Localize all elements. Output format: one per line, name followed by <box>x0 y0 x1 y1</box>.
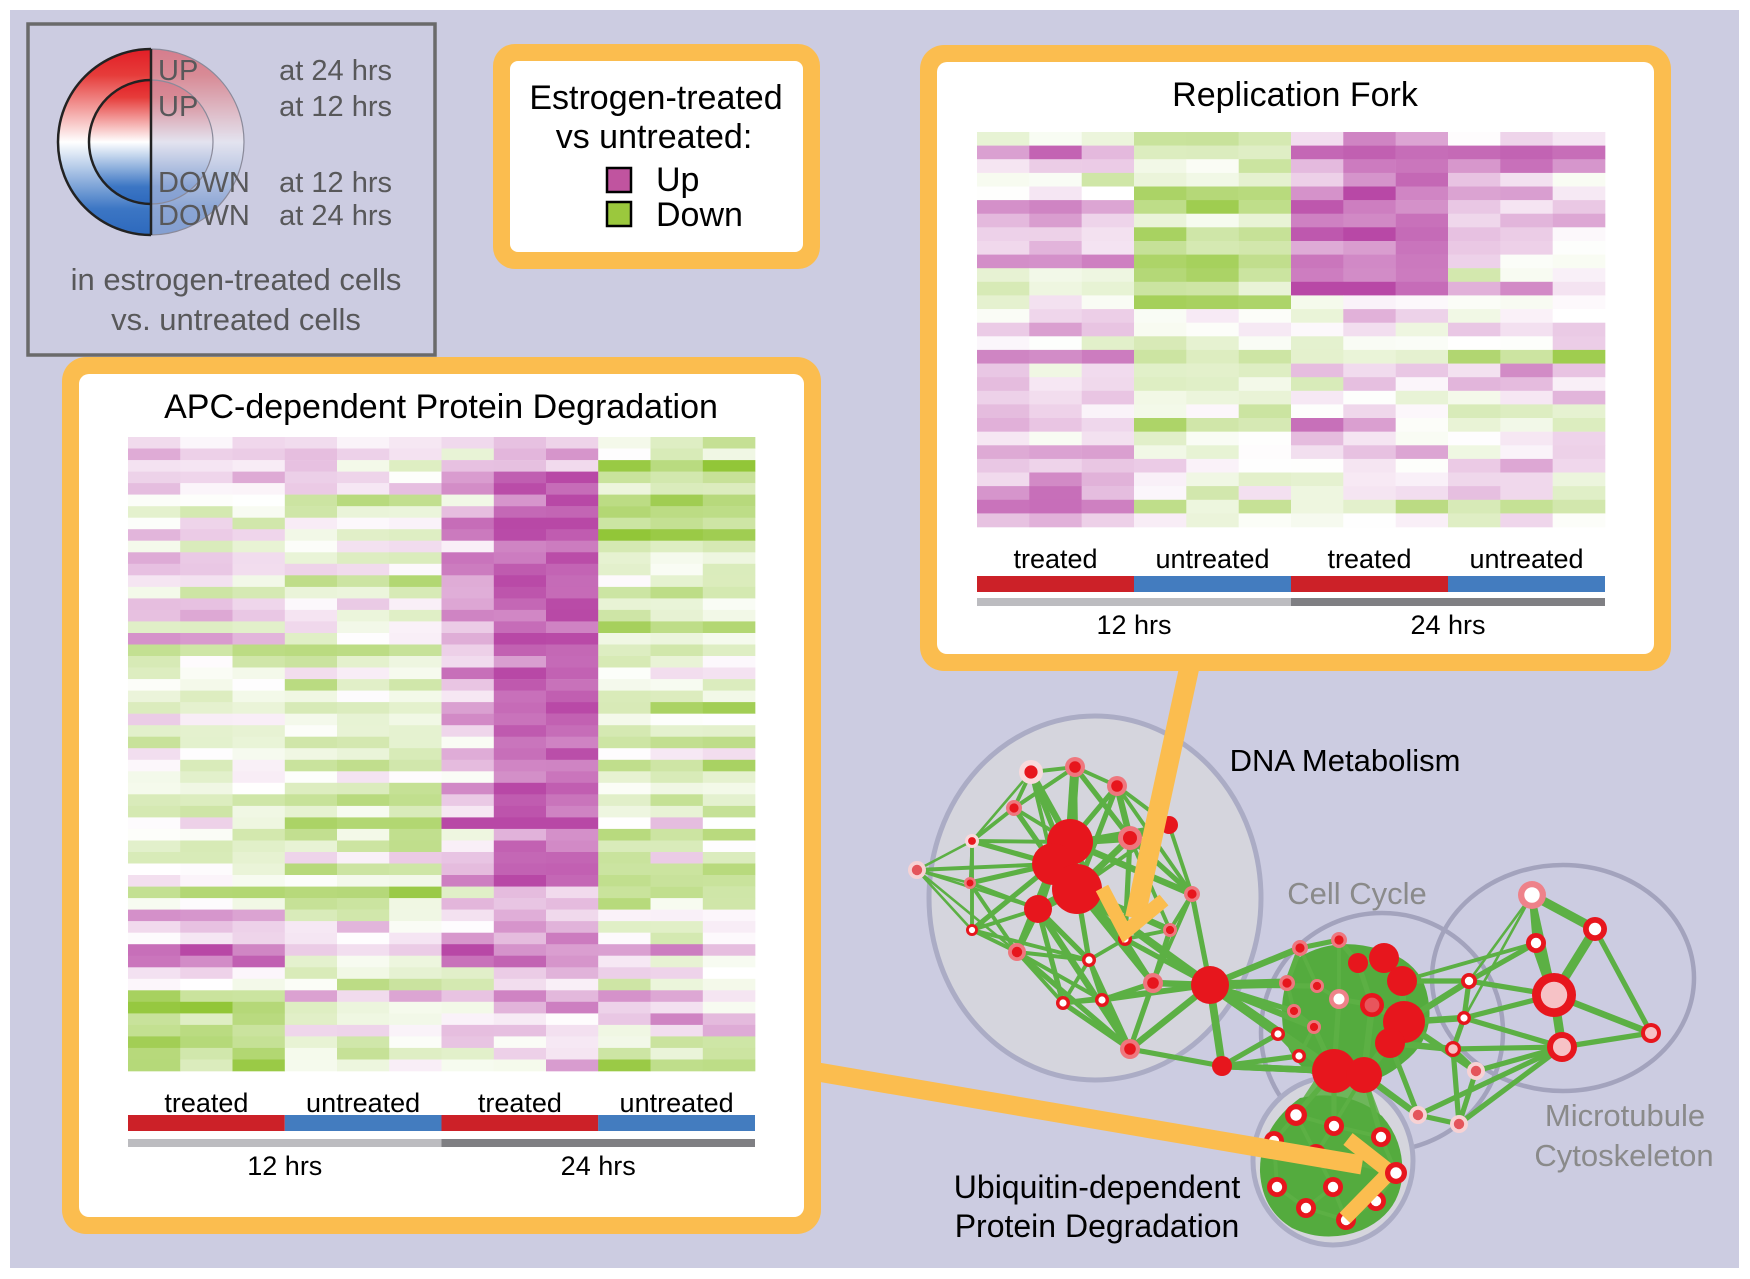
svg-text:Cell Cycle: Cell Cycle <box>1287 876 1427 911</box>
svg-text:12 hrs: 12 hrs <box>247 1151 322 1181</box>
svg-text:untreated: untreated <box>306 1088 420 1118</box>
svg-text:DNA Metabolism: DNA Metabolism <box>1230 743 1461 778</box>
svg-text:Protein Degradation: Protein Degradation <box>955 1208 1240 1244</box>
svg-text:Up: Up <box>656 161 699 199</box>
svg-text:in estrogen-treated cells: in estrogen-treated cells <box>71 262 402 297</box>
svg-text:Estrogen-treated: Estrogen-treated <box>529 79 782 117</box>
svg-text:Microtubule: Microtubule <box>1545 1098 1705 1133</box>
svg-text:24 hrs: 24 hrs <box>561 1151 636 1181</box>
svg-text:UP: UP <box>158 91 198 123</box>
svg-text:untreated: untreated <box>1155 544 1269 574</box>
svg-text:at 24 hrs: at 24 hrs <box>279 200 392 232</box>
svg-text:treated: treated <box>1013 544 1097 574</box>
svg-text:at 24 hrs: at 24 hrs <box>279 55 392 87</box>
svg-text:at 12 hrs: at 12 hrs <box>279 167 392 199</box>
svg-text:at 12 hrs: at 12 hrs <box>279 91 392 123</box>
svg-text:vs. untreated cells: vs. untreated cells <box>111 302 361 337</box>
svg-text:Replication Fork: Replication Fork <box>1172 76 1419 114</box>
svg-text:vs untreated:: vs untreated: <box>556 118 753 156</box>
svg-text:untreated: untreated <box>620 1088 734 1118</box>
svg-text:Cytoskeleton: Cytoskeleton <box>1534 1138 1713 1173</box>
svg-text:treated: treated <box>164 1088 248 1118</box>
svg-text:UP: UP <box>158 55 198 87</box>
svg-text:DOWN: DOWN <box>158 200 250 232</box>
svg-text:untreated: untreated <box>1469 544 1583 574</box>
svg-text:treated: treated <box>478 1088 562 1118</box>
svg-text:Down: Down <box>656 196 743 234</box>
svg-text:DOWN: DOWN <box>158 167 250 199</box>
svg-text:12 hrs: 12 hrs <box>1096 610 1171 640</box>
svg-text:Ubiquitin-dependent: Ubiquitin-dependent <box>954 1169 1241 1205</box>
svg-text:24 hrs: 24 hrs <box>1410 610 1485 640</box>
svg-text:treated: treated <box>1327 544 1411 574</box>
svg-text:APC-dependent Protein Degradat: APC-dependent Protein Degradation <box>164 388 718 426</box>
